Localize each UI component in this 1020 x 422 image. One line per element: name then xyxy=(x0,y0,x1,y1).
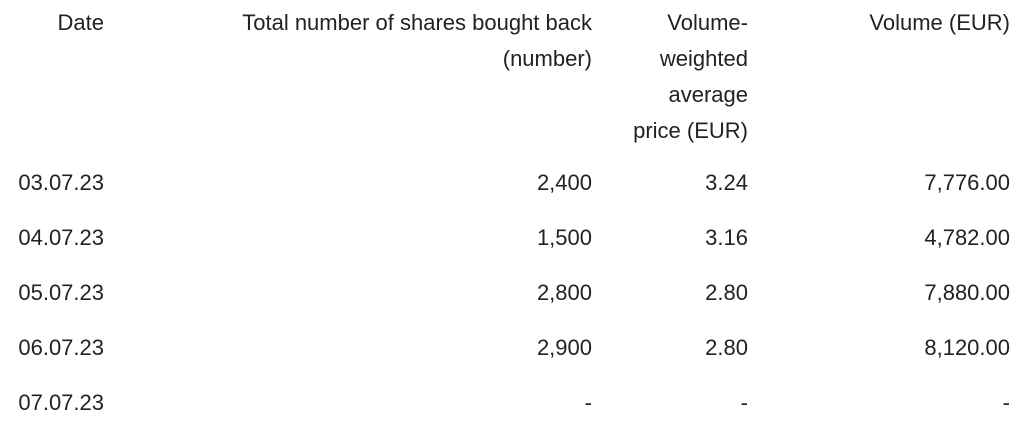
value-cell: 2,800 xyxy=(536,280,592,305)
date-cell: 03.07.23 xyxy=(18,170,104,195)
date-cell: 07.07.23 xyxy=(18,390,104,415)
header-cell: Date xyxy=(57,10,104,35)
value-cell: 2.80 xyxy=(705,335,748,360)
value-cell: 3.16 xyxy=(705,225,748,250)
value-cell: 7,776.00 xyxy=(924,170,1010,195)
value-cell: - xyxy=(1002,390,1010,415)
date-cell: 04.07.23 xyxy=(18,225,104,250)
value-cell: 2,900 xyxy=(536,335,592,360)
header-cell: Volume (EUR) xyxy=(869,10,1010,35)
value-cell: 2.80 xyxy=(705,280,748,305)
value-cell: 4,782.00 xyxy=(924,225,1010,250)
value-cell: - xyxy=(740,390,748,415)
date-cell: 05.07.23 xyxy=(18,280,104,305)
date-cell: 06.07.23 xyxy=(18,335,104,360)
value-cell: 7,880.00 xyxy=(924,280,1010,305)
header-cell: Volume-weighted average price (EUR) xyxy=(633,10,748,143)
value-cell: 1,500 xyxy=(536,225,592,250)
header-cell: Total number of shares bought back (numb… xyxy=(242,10,592,71)
value-cell: 3.24 xyxy=(705,170,748,195)
value-cell: 2,400 xyxy=(536,170,592,195)
value-cell: - xyxy=(584,390,592,415)
value-cell: 8,120.00 xyxy=(924,335,1010,360)
